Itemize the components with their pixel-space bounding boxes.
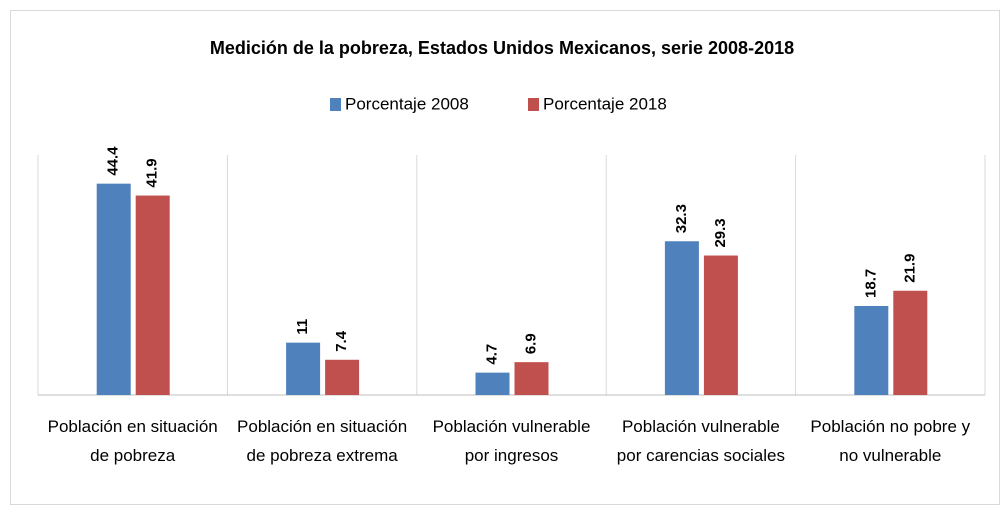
bar: [854, 305, 889, 395]
legend-label: Porcentaje 2008: [345, 94, 469, 113]
x-tick-label: Población en situación de pobreza: [47, 417, 218, 465]
x-tick-label: Población en situación de pobreza extrem…: [237, 417, 408, 465]
chart-title: Medición de la pobreza, Estados Unidos M…: [210, 38, 794, 58]
bar: [475, 372, 510, 395]
x-tick-label: Población vulnerable por ingresos: [432, 417, 591, 465]
bar: [325, 359, 360, 395]
data-label: 29.3: [712, 218, 729, 247]
data-label: 44.4: [105, 146, 122, 176]
legend-label: Porcentaje 2018: [543, 94, 667, 113]
data-label: 6.9: [522, 333, 539, 354]
x-tick-label: Población vulnerable por carencias socia…: [616, 417, 785, 465]
bar: [514, 362, 549, 395]
data-label: 32.3: [673, 204, 690, 233]
data-label: 11: [294, 319, 311, 335]
data-label: 21.9: [901, 254, 918, 283]
data-label: 41.9: [144, 158, 161, 187]
bar: [96, 183, 131, 395]
bar: [286, 342, 321, 395]
bar: [135, 195, 170, 395]
bar: [664, 241, 699, 395]
chart-frame: [10, 10, 1000, 505]
x-tick-label: Población no pobre y no vulnerable: [810, 417, 971, 465]
legend-swatch: [330, 98, 341, 111]
data-label: 18.7: [862, 269, 879, 298]
data-label: 7.4: [333, 330, 350, 352]
bar: [893, 290, 928, 395]
bar: [703, 255, 738, 395]
legend-swatch: [528, 98, 539, 111]
data-label: 4.7: [483, 344, 500, 365]
